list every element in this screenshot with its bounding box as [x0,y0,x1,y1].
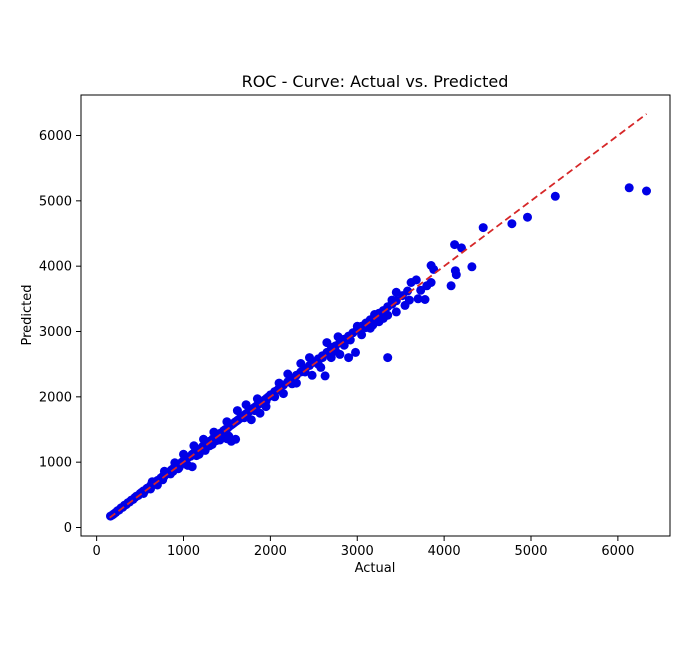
y-tick-label: 2000 [39,390,72,405]
data-point [192,451,201,461]
reference-line [109,113,648,519]
data-point [550,191,560,201]
data-point [209,427,219,437]
y-tick-label: 6000 [39,129,72,144]
data-point [451,270,461,280]
data-point [159,466,169,476]
x-tick-label: 4000 [428,544,461,559]
data-point [404,295,414,305]
data-point [283,369,293,379]
data-point [403,286,413,296]
data-point [387,295,397,305]
data-point [307,370,317,380]
data-point [420,295,430,304]
x-tick-label: 5000 [514,544,547,559]
data-point [450,240,460,250]
y-tick-label: 0 [64,521,72,536]
chart-title: ROC - Curve: Actual vs. Predicted [242,72,509,91]
data-point [378,313,388,323]
data-point [231,434,241,444]
data-point [189,441,199,451]
data-point [232,406,242,416]
data-point [246,415,256,425]
data-point [411,275,421,285]
data-point [296,359,306,368]
y-tick-label: 1000 [39,456,72,471]
data-point [361,323,371,333]
y-tick-label: 5000 [39,194,72,209]
data-point [383,353,393,363]
data-point [182,460,192,470]
data-point [413,294,423,304]
data-point [218,430,228,440]
data-point [368,320,378,330]
data-point [357,330,367,340]
x-tick-label: 3000 [341,544,374,559]
data-point [391,307,401,317]
data-point [523,212,532,222]
x-tick-label: 6000 [601,544,634,559]
data-point [446,281,456,291]
data-point [457,243,466,253]
x-tick-label: 0 [92,544,100,559]
data-point [642,186,651,196]
data-point [146,484,155,494]
data-point [624,183,634,193]
plot-frame [80,94,671,537]
data-point [507,219,517,229]
data-point [478,223,488,233]
data-point [261,396,271,406]
x-axis: 0 1000 2000 3000 4000 5000 6000 [92,536,634,559]
data-point [305,353,314,363]
data-point [147,477,157,487]
y-tick-label: 4000 [39,260,72,275]
data-point [274,378,284,388]
data-point [179,449,188,459]
data-point [422,281,432,291]
data-point [344,353,354,363]
data-point [222,417,232,427]
y-tick-label: 3000 [39,325,72,340]
data-point [212,436,221,446]
points-layer [106,183,651,521]
data-point [333,332,343,342]
data-point [272,385,282,395]
data-point [241,400,251,410]
x-tick-label: 1000 [167,544,200,559]
data-point [320,371,330,381]
data-point [199,434,208,444]
data-point [252,394,262,404]
y-axis-label: Predicted [20,284,35,345]
data-point [467,262,477,272]
data-point [326,353,336,363]
data-point [158,475,168,485]
x-tick-label: 2000 [254,544,287,559]
data-point [351,347,360,357]
data-point [352,321,362,331]
y-axis: 0 1000 2000 3000 4000 5000 6000 [39,129,81,536]
x-axis-label: Actual [355,561,396,576]
data-point [250,406,260,416]
